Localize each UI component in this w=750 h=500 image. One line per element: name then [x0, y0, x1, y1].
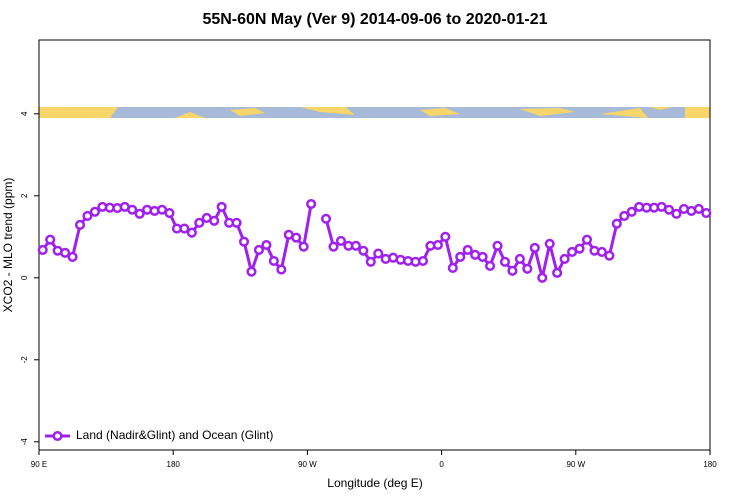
- data-point: [365, 256, 376, 267]
- data-point: [291, 232, 302, 243]
- data-point: [514, 253, 525, 264]
- data-point: [45, 234, 56, 245]
- data-point: [604, 250, 615, 261]
- data-point: [246, 266, 257, 277]
- legend-label: Land (Nadir&Glint) and Ocean (Glint): [76, 428, 273, 442]
- data-point: [373, 248, 384, 259]
- data-point: [209, 215, 220, 226]
- data-point: [544, 238, 555, 249]
- data-point: [626, 206, 637, 217]
- data-point: [306, 198, 317, 210]
- x-axis-label: Longitude (deg E): [327, 476, 422, 490]
- data-point: [663, 204, 675, 215]
- data-point: [238, 236, 250, 247]
- data-point: [462, 244, 473, 255]
- data-point: [492, 240, 503, 251]
- data-point: [455, 251, 466, 262]
- y-tick-label: -2: [20, 356, 29, 364]
- data-point: [440, 231, 451, 242]
- x-tick-label: 90 W: [298, 460, 317, 469]
- data-point: [216, 201, 227, 212]
- data-point: [671, 208, 682, 219]
- data-point: [701, 207, 712, 219]
- x-tick-label: 90 W: [566, 460, 585, 469]
- data-point: [37, 244, 48, 255]
- data-point: [432, 239, 443, 251]
- data-point: [320, 213, 332, 224]
- data-point: [507, 265, 518, 276]
- data-point: [358, 245, 369, 256]
- data-point: [276, 264, 287, 275]
- data-point: [499, 256, 511, 267]
- data-point: [559, 253, 570, 264]
- x-tick-label: 180: [703, 460, 717, 469]
- data-point: [67, 251, 78, 262]
- y-tick-label: 2: [20, 193, 29, 198]
- data-point: [268, 255, 279, 267]
- data-point: [298, 241, 309, 252]
- data-point: [529, 242, 540, 253]
- data-point: [574, 243, 585, 254]
- x-tick-label: 0: [439, 460, 444, 469]
- chart-title: 55N-60N May (Ver 9) 2014-09-06 to 2020-0…: [202, 11, 547, 28]
- data-point: [127, 204, 138, 215]
- x-tick-label: 90 E: [31, 460, 47, 469]
- data-point: [253, 244, 264, 255]
- data-point: [186, 227, 197, 238]
- data-point: [335, 235, 347, 246]
- data-point: [60, 247, 71, 258]
- data-point: [477, 251, 488, 262]
- data-point: [82, 210, 93, 221]
- data-point: [134, 208, 145, 219]
- data-point: [596, 246, 607, 258]
- data-point: [328, 241, 339, 252]
- x-tick-label: 180: [167, 460, 181, 469]
- plot-frame: [38, 39, 711, 451]
- data-point: [447, 262, 458, 274]
- data-point: [164, 207, 175, 219]
- data-point: [611, 218, 622, 229]
- data-point: [619, 210, 630, 221]
- data-point: [194, 217, 205, 228]
- data-point: [485, 260, 496, 271]
- data-point: [581, 234, 593, 245]
- y-tick-label: -4: [20, 438, 29, 446]
- y-tick-label: 4: [20, 111, 29, 116]
- legend-marker: [52, 430, 63, 442]
- data-point: [261, 239, 272, 251]
- data-point: [693, 203, 704, 214]
- y-tick-label: 0: [20, 275, 29, 280]
- y-axis-label: XCO2 - MLO trend (ppm): [1, 178, 15, 313]
- data-point: [231, 217, 242, 228]
- data-point: [537, 272, 548, 283]
- data-point: [74, 219, 86, 230]
- data-point: [350, 240, 361, 251]
- data-point: [179, 223, 190, 234]
- map-strip: [39, 107, 710, 118]
- data-point: [89, 206, 100, 217]
- data-point: [522, 263, 533, 274]
- data-point: [552, 267, 563, 278]
- data-point: [417, 255, 429, 267]
